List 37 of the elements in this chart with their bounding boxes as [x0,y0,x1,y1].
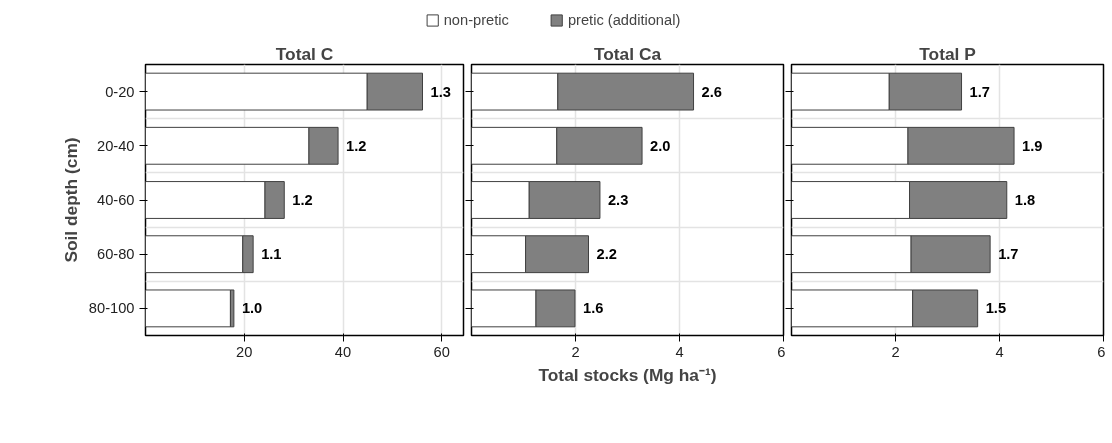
annotation: 1.2 [292,192,313,208]
annotation: 1.2 [346,137,367,154]
bar [145,289,231,328]
annotation: 2.6 [701,83,722,100]
annotation: 2.2 [596,246,617,263]
y-tick-label: 20-40 [97,137,135,154]
x-tick-label: 2 [891,343,900,360]
legend-label: pretic (additional) [567,12,681,28]
annotation: 1.8 [1014,192,1036,208]
annotation: 1.1 [261,246,282,263]
x-tick-label: 40 [334,343,352,360]
annotation: 2.0 [650,137,671,154]
annotation: 1.5 [985,300,1007,317]
y-axis-title: Soil depth (cm) [60,137,81,263]
x-tick-label: 6 [1097,343,1106,360]
annotation: 1.0 [241,300,263,317]
x-tick-label: 4 [995,343,1004,360]
annotation: 1.7 [969,83,990,100]
x-axis-title: Total stocks (Mg ha⁻¹) [538,364,717,385]
x-tick-label: 2 [571,343,580,360]
legend-label: non-pretic [443,12,509,28]
y-tick-label: 0-20 [105,83,135,100]
y-tick-label: 80-100 [88,300,135,317]
annotation: 1.7 [998,246,1019,263]
y-tick-label: 40-60 [97,192,135,208]
annotation: 1.9 [1022,137,1043,154]
annotation: 1.3 [430,83,451,100]
x-tick-label: 20 [236,343,253,360]
x-tick-label: 4 [675,343,684,360]
x-tick-label: 60 [433,343,450,360]
y-tick-label: 60-80 [97,246,135,263]
annotation: 1.6 [582,300,604,317]
chart-title: Total P [919,43,976,64]
x-tick-label: 6 [777,343,786,360]
chart-title: Total Ca [593,43,662,64]
annotation: 2.3 [607,192,629,208]
chart-title: Total C [275,43,334,64]
